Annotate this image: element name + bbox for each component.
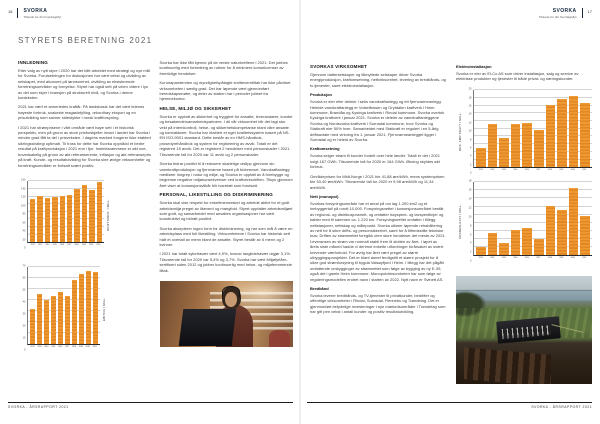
brand-logo-text: SVORKA: [552, 8, 577, 14]
y-axis: 0 10 20 30 40 50 60 70: [22, 264, 26, 352]
footer-rule: [307, 402, 592, 403]
section-heading-innledning: INNLEDNING: [18, 60, 48, 65]
footer-text-right: SVORKA - ÅRSRAPPORT 2021: [531, 405, 592, 409]
plot-area: [473, 89, 592, 168]
paragraph: I 2021 har totalt sykefravær vært 4,9%, …: [159, 251, 293, 273]
plot-area: [473, 181, 592, 256]
footer-rule: [8, 402, 293, 403]
x-axis: 2012 2013 2014 2015 2016 2017 2018 2019 2020 2021: [30, 345, 97, 348]
paragraph: Svorka har ikke fått kjenne på de verste…: [159, 60, 288, 76]
subheading-produksjon: Produksjon: [310, 92, 333, 98]
field-equipment-photo: [456, 275, 592, 384]
paragraph: Svorka er eier av El-Co AS som driver in…: [456, 71, 579, 82]
page-header-left: 16 SVORKA Tilstede for din hverdagsflyt: [8, 8, 292, 19]
paragraph: 2021 har vært et annerledes kraftår. På …: [18, 104, 145, 121]
paragraph: Gjennom datterselskaper og tilknyttede s…: [310, 72, 446, 88]
paragraph: Svorka skal vise respekt for enkeltmenne…: [159, 200, 293, 222]
x-axis: 2012 2013 2014 2015 2016 2017 2018 2019 2020 2021: [478, 256, 587, 259]
chart-ebitda: 0 10 20 30 40 50 60 70 2012 2013 2014 2015 2016 2017…: [18, 264, 108, 352]
paragraph: Områdeprisen for Midt-Norge i 2021 ble 4…: [310, 173, 445, 190]
y-axis-label: EBITDA I MILL.: [102, 297, 106, 321]
header-divider: [581, 8, 583, 18]
section-heading-hms: HELSE, MILJØ OG SIKKERHET: [159, 105, 232, 111]
paragraph: Svorka leverer bredbånds- og TV-tjeneste…: [310, 293, 446, 315]
page-left: 16 SVORKA Tilstede for din hverdagsflyt …: [8, 8, 293, 409]
y-axis: 0 20 40 60 80 100 120 140 160: [21, 178, 26, 250]
chart-resultat-for-skatt: RES. FØR SKATT I MILL. 0 2 4 6 8 10 12 14 16 18 20…: [456, 87, 592, 175]
brand-tagline: Tilstede for din hverdagsflyt: [23, 14, 62, 19]
page-header-right: SVORKA Tilstede for din hverdagsflyt 17: [308, 8, 592, 19]
chart-arsresultat: ÅRSRESULTAT I MILL. 0 2 4 6 8 10 12 14 16 18 2012…: [456, 179, 592, 263]
section-heading-personal: PERSONAL, LIKESTILLING OG DISKRIMINERING: [159, 192, 274, 198]
y-axis-label: DRIFTSINNT. I MILL.: [106, 198, 110, 231]
paragraph: Svorka selger strøm til kunder fordelt o…: [310, 153, 440, 170]
paragraph: Koronapandemien og myndighetspålagte smi…: [159, 80, 291, 102]
laptop-silhouette: [178, 308, 237, 346]
plot-area: [27, 266, 100, 345]
paragraph: I 2021 har strømprisene i vårt område væ…: [18, 124, 151, 168]
page-number: 16: [8, 9, 13, 14]
column-hms-personal: Svorka har ikke fått kjenne på de verste…: [159, 60, 293, 351]
y-axis-label: ÅRSRESULTAT I MILL.: [458, 204, 462, 240]
brand-tagline: Tilstede for din hverdagsflyt: [538, 14, 577, 19]
subheading-kraftomsetning: Kraftomsetning: [310, 146, 340, 152]
brand-block: SVORKA Tilstede for din hverdagsflyt: [539, 8, 577, 19]
y-axis-label: RES. FØR SKATT I MILL.: [458, 112, 462, 152]
paragraph: Svorka bidrar positivt til å redusere sk…: [159, 161, 293, 188]
paragraph: Svorka er eier eller deleier i seks vann…: [310, 99, 445, 143]
wooden-crate: [464, 347, 552, 384]
column-innledning: INNLEDNING Etter valg av nytt styre i 20…: [18, 60, 152, 351]
subheading-bredband: Bredbånd: [310, 286, 329, 291]
section-heading-virksomhet: SVORKAS VIRKSOMHET: [310, 64, 368, 69]
y-axis: 0 2 4 6 8 10 12 14 16 18 20: [468, 87, 472, 175]
x-axis: 2012 2013 2014 2015 2016 2017 2018 2019 2020 2021: [30, 243, 101, 246]
chart-driftsinntekter: 0 20 40 60 80 100 120 140 160 2012 2013 2014 2015 20…: [18, 178, 112, 250]
column-elektro-charts: Elektroinstallasjon Svorka er eier av El…: [456, 64, 592, 384]
paragraph: Svorkas forsyningsområde har et areal på…: [310, 200, 446, 282]
page-number: 17: [587, 9, 592, 14]
headset-icon: [221, 285, 241, 298]
subheading-nett: Nett (monopol): [310, 193, 339, 199]
page-right: SVORKA Tilstede for din hverdagsflyt 17 …: [300, 0, 600, 424]
chair-shape: [268, 329, 291, 347]
brand-block: SVORKA Tilstede for din hverdagsflyt: [23, 8, 61, 19]
page-seam: [299, 0, 301, 424]
paragraph: Svorka aksepterer ingen form for diskrim…: [159, 225, 293, 247]
x-axis: 2012 2013 2014 2015 2016 2017 2018 2019 2020 2021: [478, 168, 587, 171]
subheading-elektro: Elektroinstallasjon: [456, 64, 492, 69]
column-virksomhet: SVORKAS VIRKSOMHET Gjennom datterselskap…: [310, 64, 446, 384]
page-title: STYRETS BERETNING 2021: [18, 36, 153, 45]
paragraph: Svorka er opptatt av sikkerhet og tryggh…: [159, 113, 293, 157]
paragraph: Etter valg av nytt styre i 2020 har det …: [18, 68, 150, 101]
footer-text-left: SVORKA - ÅRSRAPPORT 2021: [8, 405, 69, 409]
y-axis: 0 2 4 6 8 10 12 14 16 18: [468, 179, 472, 263]
header-divider: [17, 8, 19, 18]
plot-area: [27, 180, 104, 243]
fjord-shoreline: [456, 289, 592, 292]
customer-service-photo: [159, 281, 293, 347]
bush-shape: [456, 290, 486, 317]
brand-logo-text: SVORKA: [23, 8, 48, 14]
